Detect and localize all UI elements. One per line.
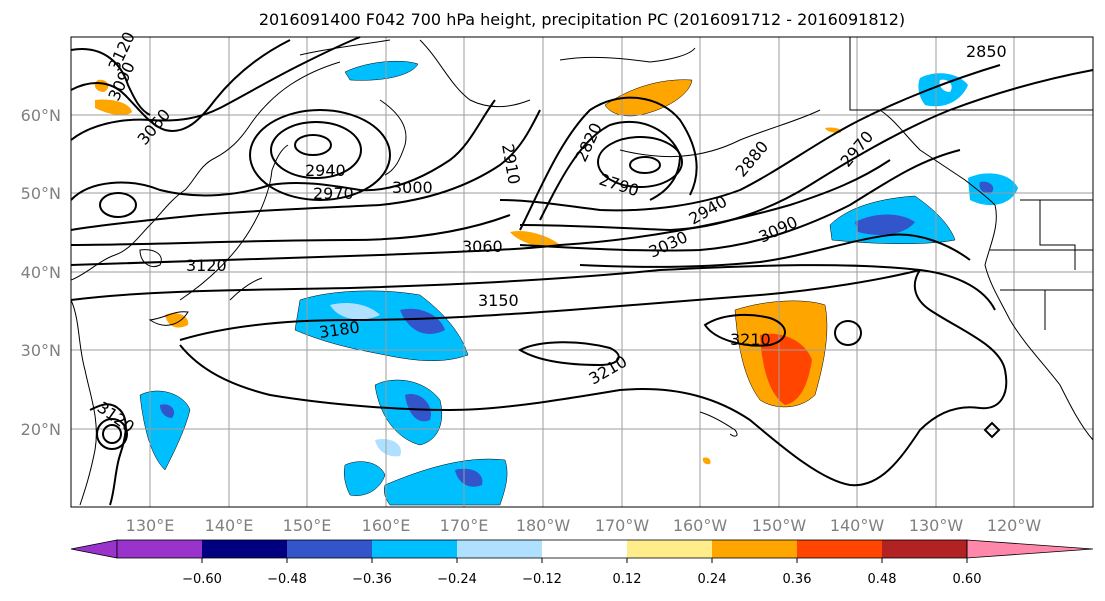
lat-tick-label: 20°N	[21, 420, 61, 439]
contour-label: 3210	[730, 330, 771, 349]
colorbar-swatch	[117, 540, 202, 558]
colorbar-tick-label: 0.12	[613, 572, 642, 587]
lon-tick-label: 180°W	[516, 516, 571, 535]
chart-title: 2016091400 F042 700 hPa height, precipit…	[259, 10, 905, 29]
colorbar-swatch	[457, 540, 542, 558]
lon-tick-label: 140°E	[205, 516, 254, 535]
colorbar-ticks	[201, 558, 968, 563]
lon-tick-label: 150°W	[752, 516, 807, 535]
lon-tick-label: 120°W	[987, 516, 1042, 535]
colorbar-swatch	[882, 540, 967, 558]
precipitation-shading	[94, 60, 1018, 506]
lon-tick-label: 140°W	[830, 516, 885, 535]
colorbar: −0.60 −0.48 −0.36 −0.24 −0.12 0.12 0.24 …	[70, 539, 1094, 587]
lat-tick-label: 50°N	[21, 184, 61, 203]
colorbar-swatch	[542, 540, 627, 558]
lat-tick-labels: 60°N 50°N 40°N 30°N 20°N	[21, 106, 61, 439]
lat-tick-label: 30°N	[21, 341, 61, 360]
lon-tick-labels: 130°E 140°E 150°E 160°E 170°E 180°W 170°…	[126, 516, 1042, 535]
coastlines	[70, 37, 1094, 506]
height-contours	[70, 36, 1094, 506]
colorbar-swatch	[202, 540, 287, 558]
contour-label: 2970	[313, 184, 354, 203]
colorbar-tick-label: −0.48	[267, 572, 307, 587]
lat-tick-label: 60°N	[21, 106, 61, 125]
colorbar-tick-label: −0.24	[437, 572, 477, 587]
colorbar-tick-label: −0.12	[522, 572, 562, 587]
lon-tick-label: 150°E	[283, 516, 332, 535]
colorbar-tick-label: −0.36	[352, 572, 392, 587]
contour-label: 2940	[305, 161, 346, 180]
lon-tick-label: 170°W	[595, 516, 650, 535]
colorbar-swatch	[372, 540, 457, 558]
colorbar-extend-right	[966, 539, 1094, 559]
lat-tick-label: 40°N	[21, 263, 61, 282]
colorbar-tick-label: 0.36	[783, 572, 812, 587]
contour-label: 2850	[966, 42, 1007, 61]
contour-label: 3000	[392, 178, 433, 197]
colorbar-tick-label: 0.48	[868, 572, 897, 587]
contour-label: 3060	[462, 237, 503, 256]
lon-tick-label: 160°W	[673, 516, 728, 535]
map-frame	[70, 36, 1094, 508]
colorbar-extend-left	[70, 539, 118, 559]
lon-tick-label: 160°E	[362, 516, 411, 535]
colorbar-swatch	[627, 540, 712, 558]
colorbar-swatch	[797, 540, 882, 558]
lon-tick-label: 130°E	[126, 516, 175, 535]
lon-tick-label: 170°E	[440, 516, 489, 535]
colorbar-tick-label: 0.60	[953, 572, 982, 587]
colorbar-swatch	[287, 540, 372, 558]
contour-label: 3120	[186, 256, 227, 275]
lon-tick-label: 130°W	[909, 516, 964, 535]
map-panel: 3120 3090 3060 2940 2970 3000 2910 2820 …	[70, 29, 1094, 508]
colorbar-swatch	[712, 540, 797, 558]
colorbar-tick-label: 0.24	[698, 572, 727, 587]
colorbar-tick-label: −0.60	[182, 572, 222, 587]
contour-label: 3150	[478, 291, 519, 310]
